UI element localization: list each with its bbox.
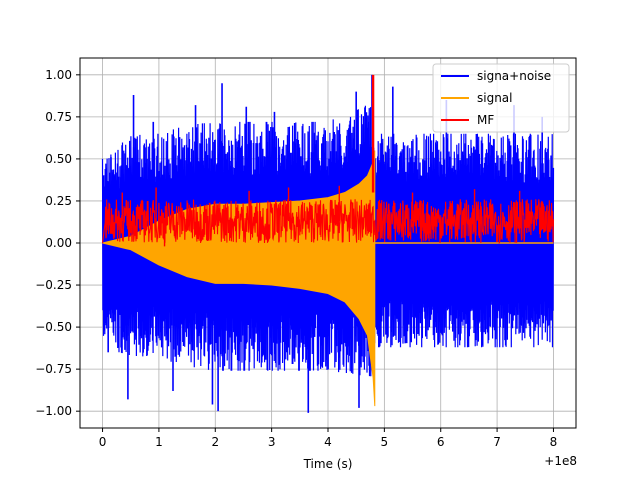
x-axis-label: Time (s) [303, 457, 353, 471]
axes: 0 1 2 3 4 5 6 7 8 −1.00 −0.75 −0.50 −0.25 0.00 0.25 0.5… [35, 57, 577, 449]
x-tick-label: 2 [211, 435, 219, 449]
legend: signa+noise signal MF [432, 63, 570, 133]
legend-label: signal [477, 91, 513, 105]
series-line-signa-noise [101, 105, 555, 377]
y-tick-label: −0.50 [35, 320, 72, 334]
x-tick-label: 5 [381, 435, 389, 449]
series-line-mf [101, 199, 555, 245]
x-tick-label: 3 [268, 435, 276, 449]
y-tick-label: 0.25 [45, 194, 72, 208]
y-tick-label: 1.00 [45, 68, 72, 82]
plot-area [101, 74, 555, 413]
x-tick-label: 8 [550, 435, 558, 449]
x-tick-label: 0 [99, 435, 107, 449]
y-tick-label: 0.00 [45, 236, 72, 250]
x-tick-label: 1 [155, 435, 163, 449]
x-tick-label: 6 [437, 435, 445, 449]
y-tick-label: −0.75 [35, 362, 72, 376]
x-tick-label: 4 [324, 435, 332, 449]
legend-box [432, 63, 570, 133]
x-axis-offset-label: +1e8 [544, 454, 577, 468]
legend-label: signa+noise [477, 69, 551, 83]
legend-label: MF [477, 113, 494, 127]
x-tick-label: 7 [493, 435, 501, 449]
y-tick-label: −0.25 [35, 278, 72, 292]
y-tick-label: 0.50 [45, 152, 72, 166]
y-tick-label: −1.00 [35, 404, 72, 418]
y-tick-label: 0.75 [45, 110, 72, 124]
